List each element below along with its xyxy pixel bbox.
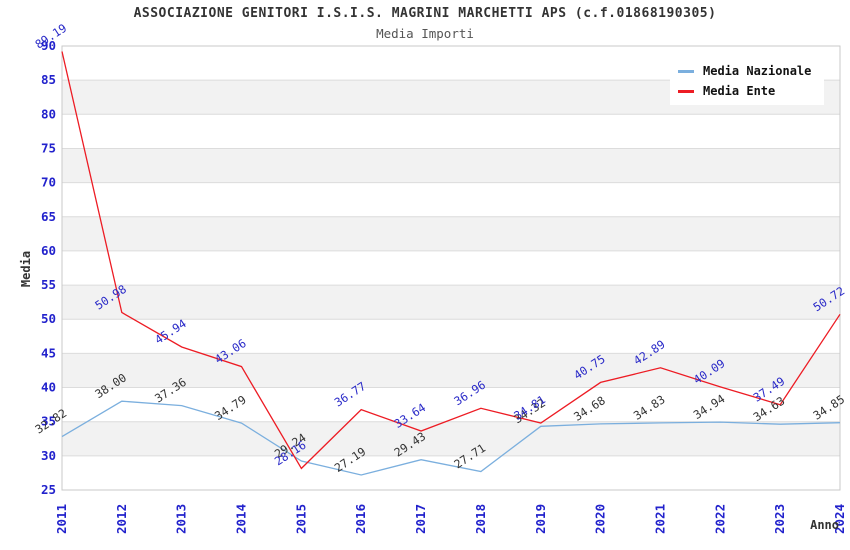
point-label-media-ente: 45.94	[152, 316, 189, 347]
x-tick-label: 2012	[114, 504, 129, 534]
point-label-media-nazionale: 34.94	[691, 391, 728, 422]
chart-title: ASSOCIAZIONE GENITORI I.S.I.S. MAGRINI M…	[133, 6, 717, 21]
y-tick-label: 90	[41, 38, 56, 53]
y-tick-label: 60	[41, 243, 56, 258]
x-tick-label: 2019	[533, 504, 548, 534]
y-tick-label: 45	[41, 345, 56, 360]
x-tick-label: 2020	[593, 504, 608, 534]
series-line-media-ente	[61, 51, 841, 470]
x-tick-label: 2023	[772, 504, 787, 534]
y-tick-label: 55	[41, 277, 56, 292]
legend-swatch-icon	[678, 69, 694, 73]
x-axis-title: Anno	[810, 518, 839, 532]
y-tick-label: 65	[41, 209, 56, 224]
legend-item-media-ente: Media Ente	[678, 81, 824, 101]
y-tick-label: 40	[41, 380, 56, 395]
y-tick-label: 70	[41, 175, 56, 190]
x-tick-label: 2016	[353, 504, 368, 534]
y-tick-label: 25	[41, 482, 56, 497]
legend-label: Media Ente	[703, 84, 776, 98]
legend: Media Nazionale Media Ente	[670, 57, 824, 105]
x-tick-label: 2015	[293, 504, 308, 534]
chart-subtitle: Media Importi	[376, 26, 474, 41]
x-tick-label: 2022	[712, 504, 727, 534]
series-line-media-nazionale	[61, 400, 841, 476]
point-label-media-nazionale: 34.83	[631, 392, 668, 423]
y-tick-label: 35	[41, 414, 56, 429]
legend-item-media-nazionale: Media Nazionale	[678, 61, 824, 81]
y-tick-label: 30	[41, 448, 56, 463]
plot-border	[61, 45, 841, 491]
x-tick-label: 2021	[652, 504, 667, 534]
point-label-media-nazionale: 34.68	[571, 393, 608, 424]
x-tick-label: 2013	[174, 504, 189, 534]
x-tick-label: 2011	[54, 504, 69, 534]
x-tick-label: 2018	[473, 504, 488, 534]
legend-swatch-icon	[678, 89, 694, 93]
y-tick-label: 75	[41, 140, 56, 155]
y-tick-label: 80	[41, 106, 56, 121]
point-label-media-nazionale: 34.85	[810, 392, 847, 423]
plot-band	[62, 353, 840, 388]
plot-band	[62, 285, 840, 320]
y-tick-label: 50	[41, 311, 56, 326]
y-tick-label: 85	[41, 72, 56, 87]
y-axis-title: Media	[19, 250, 33, 288]
x-tick-label: 2014	[234, 504, 249, 534]
plot-band	[62, 216, 840, 251]
plot-band	[62, 148, 840, 183]
x-tick-label: 2024	[832, 504, 847, 534]
plot-band	[62, 421, 840, 456]
x-tick-label: 2017	[413, 504, 428, 534]
point-label-media-nazionale: 34.79	[212, 392, 249, 423]
legend-label: Media Nazionale	[703, 64, 812, 78]
